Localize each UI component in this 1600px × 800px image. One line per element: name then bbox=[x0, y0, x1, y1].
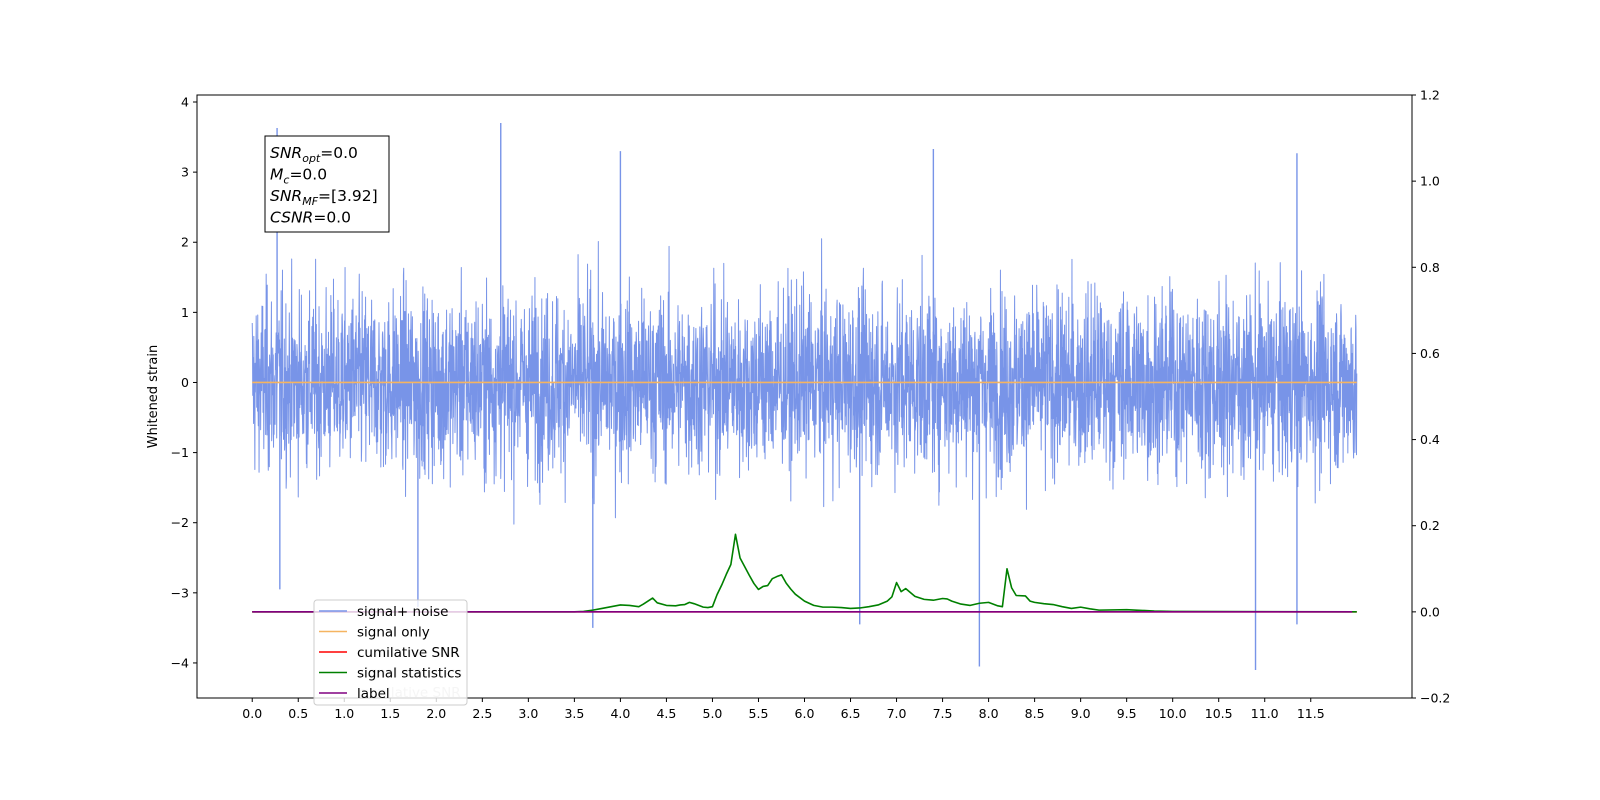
x-tick-label: 1.0 bbox=[334, 706, 354, 721]
x-tick-label: 11.0 bbox=[1251, 706, 1279, 721]
y2-tick-label: 1.0 bbox=[1420, 174, 1440, 189]
x-tick-label: 3.0 bbox=[518, 706, 538, 721]
info-line-symbol: M bbox=[270, 166, 283, 184]
info-line: Mc=0.0 bbox=[270, 166, 327, 187]
x-tick-label: 9.5 bbox=[1117, 706, 1137, 721]
legend-frame bbox=[313, 599, 468, 706]
info-line-subscript: MF bbox=[302, 195, 318, 208]
y2-tick-label: −0.2 bbox=[1420, 691, 1450, 706]
info-line-symbol: SNR bbox=[270, 187, 302, 205]
x-tick-label: 4.5 bbox=[656, 706, 676, 721]
x-tick-label: 0.0 bbox=[242, 706, 262, 721]
y-tick-label: −4 bbox=[171, 655, 189, 670]
legend-label: signal statistics bbox=[357, 666, 461, 682]
x-tick-label: 6.5 bbox=[841, 706, 861, 721]
y-tick-label: −3 bbox=[171, 585, 189, 600]
y-tick-label: 4 bbox=[181, 95, 189, 110]
info-line-value: =[3.92] bbox=[318, 187, 378, 205]
x-tick-label: 5.5 bbox=[749, 706, 769, 721]
y-tick-label: 2 bbox=[181, 235, 189, 250]
x-tick-label: 2.5 bbox=[472, 706, 492, 721]
x-tick-label: 2.0 bbox=[426, 706, 446, 721]
x-tick-label: 9.0 bbox=[1071, 706, 1091, 721]
y-tick-label: −2 bbox=[171, 515, 189, 530]
signal-noise-series bbox=[251, 123, 1358, 670]
x-tick-label: 3.5 bbox=[564, 706, 584, 721]
y-tick-label: 3 bbox=[181, 165, 189, 180]
info-line: SNRopt=0.0 bbox=[270, 144, 358, 165]
legend: signal+ noise signal only cumilative SNR si… bbox=[313, 599, 468, 706]
y2-tick-label: 0.0 bbox=[1420, 604, 1440, 619]
info-line-symbol: SNR bbox=[270, 144, 302, 162]
info-line: CSNR=0.0 bbox=[270, 209, 351, 227]
x-tick-label: 10.5 bbox=[1205, 706, 1233, 721]
info-box-frame bbox=[264, 135, 390, 233]
info-line-value: =0.0 bbox=[320, 144, 358, 162]
info-line-subscript: opt bbox=[302, 152, 321, 165]
signal-noise-line bbox=[251, 238, 1358, 525]
info-line-symbol: CSNR bbox=[270, 209, 313, 227]
x-tick-label: 7.5 bbox=[933, 706, 953, 721]
x-tick-label: 6.0 bbox=[795, 706, 815, 721]
y-axis-label: Whitened strain bbox=[146, 345, 161, 448]
legend-label: label bbox=[357, 686, 390, 702]
y2-tick-label: 0.4 bbox=[1420, 432, 1440, 447]
x-tick-label: 8.0 bbox=[979, 706, 999, 721]
y2-tick-label: 0.6 bbox=[1420, 346, 1440, 361]
series-line-signal-statistics bbox=[252, 533, 1357, 613]
info-line: SNRMF=[3.92] bbox=[270, 187, 378, 208]
y2-axis-ticks: 1.2 1.0 0.8 0.6 0.4 0.2 0.0 −0.2 bbox=[1412, 88, 1450, 706]
x-tick-label: 4.0 bbox=[610, 706, 630, 721]
legend-label: cumilative SNR bbox=[357, 645, 460, 661]
y-axis-ticks: 4 3 2 1 0 −1 −2 −3 −4 bbox=[171, 95, 197, 670]
x-tick-label: 10.0 bbox=[1159, 706, 1187, 721]
x-tick-label: 7.0 bbox=[887, 706, 907, 721]
x-tick-label: 11.5 bbox=[1297, 706, 1325, 721]
legend-label: signal+ noise bbox=[357, 604, 448, 620]
x-tick-label: 5.0 bbox=[703, 706, 723, 721]
x-tick-label: 1.5 bbox=[380, 706, 400, 721]
info-line-value: =0.0 bbox=[313, 209, 351, 227]
y2-tick-label: 0.8 bbox=[1420, 260, 1440, 275]
x-tick-label: 8.5 bbox=[1025, 706, 1045, 721]
y-tick-label: 1 bbox=[181, 305, 189, 320]
info-line-subscript: c bbox=[283, 174, 289, 187]
x-tick-label: 0.5 bbox=[288, 706, 308, 721]
info-line-value: =0.0 bbox=[289, 166, 327, 184]
y-tick-label: 0 bbox=[181, 375, 189, 390]
legend-label: signal only bbox=[357, 625, 430, 641]
y2-tick-label: 0.2 bbox=[1420, 518, 1440, 533]
x-axis-ticks: 0.0 0.5 1.0 1.5 2.0 2.5 3.0 3.5 4.0 4.5 5.0 5.5 6.0 6… bbox=[242, 698, 1325, 721]
y2-tick-label: 1.2 bbox=[1420, 88, 1440, 103]
y-tick-label: −1 bbox=[171, 445, 189, 460]
